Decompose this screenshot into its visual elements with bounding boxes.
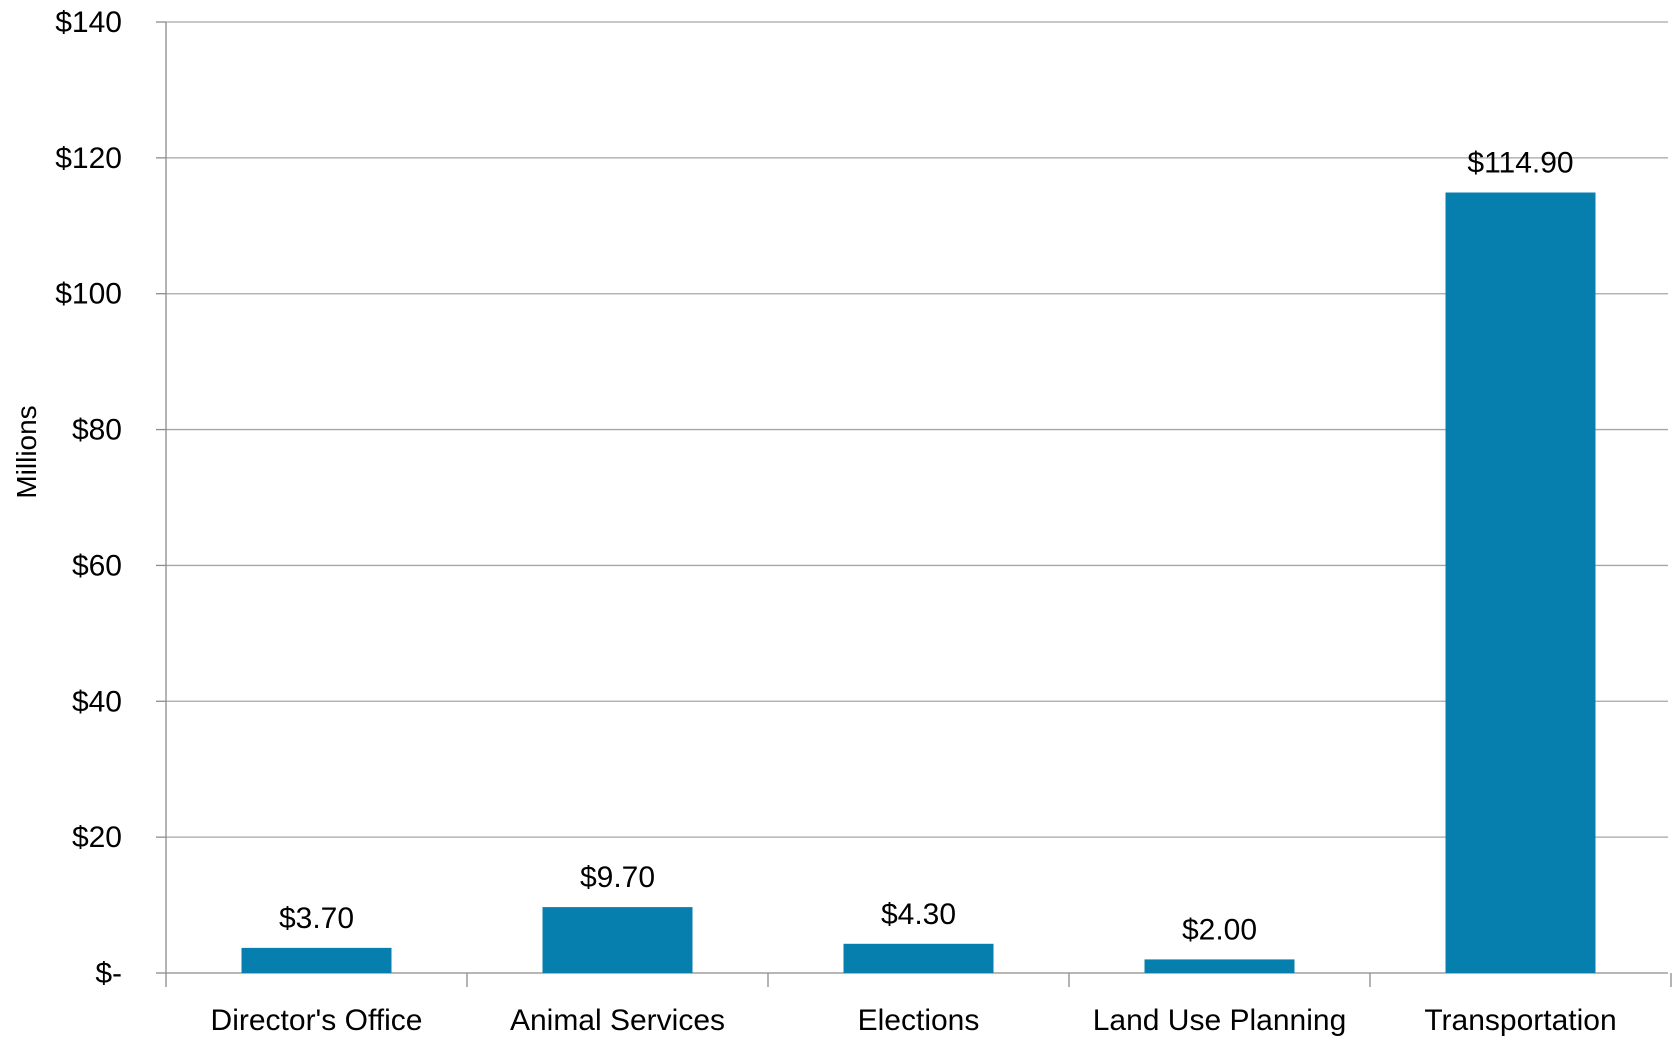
y-tick-label: $120 — [55, 142, 122, 175]
bar — [1445, 192, 1596, 973]
bar — [843, 943, 994, 973]
data-label: $4.30 — [881, 898, 956, 931]
data-label: $114.90 — [1467, 147, 1573, 180]
bars — [241, 192, 1596, 973]
x-category-label: Transportation — [1424, 1004, 1616, 1037]
y-tick-label: $40 — [72, 685, 122, 718]
y-tick-label: $- — [95, 957, 122, 990]
y-axis-title: Millions — [11, 405, 42, 498]
labels: $- $20 $40 $60 $80 $100 $120 $140 $3.70 Director'… — [55, 6, 1616, 1037]
bar — [241, 947, 392, 973]
data-label: $9.70 — [580, 861, 655, 894]
x-category-label: Animal Services — [510, 1004, 725, 1037]
y-tick-label: $100 — [55, 278, 122, 311]
bar — [542, 907, 693, 973]
data-label: $3.70 — [279, 902, 354, 935]
x-category-label: Director's Office — [211, 1004, 423, 1037]
axes — [156, 21, 1672, 987]
data-label: $2.00 — [1182, 913, 1257, 946]
gridlines — [166, 21, 1668, 838]
bar — [1144, 959, 1295, 973]
y-tick-label: $140 — [55, 6, 122, 39]
y-tick-label: $20 — [72, 821, 122, 854]
y-tick-label: $60 — [72, 549, 122, 582]
x-category-label: Land Use Planning — [1093, 1004, 1347, 1037]
y-tick-label: $80 — [72, 414, 122, 447]
x-category-label: Elections — [858, 1004, 980, 1037]
